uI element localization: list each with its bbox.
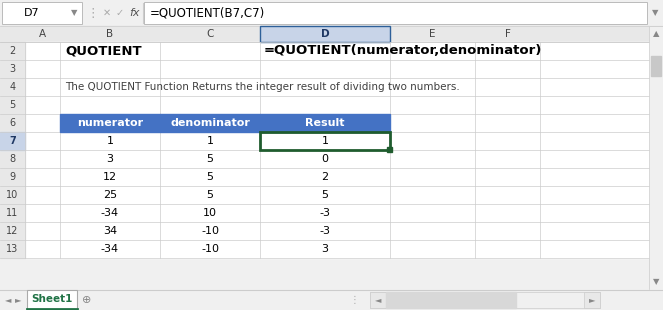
Bar (25, 42, 649, 258)
Text: 11: 11 (7, 208, 19, 218)
Text: 1: 1 (322, 136, 328, 146)
Bar (370, 292, 600, 308)
Text: 9: 9 (9, 172, 15, 182)
Bar (651, 56, 661, 76)
Text: ►: ► (589, 295, 595, 304)
Text: 0: 0 (322, 154, 328, 164)
Text: 12: 12 (103, 172, 117, 182)
Text: -34: -34 (101, 208, 119, 218)
Bar (27, 290, 77, 309)
Bar (649, 26, 663, 290)
Text: Sheet1: Sheet1 (31, 294, 73, 304)
Bar (0, 290, 663, 310)
Text: D: D (321, 29, 330, 39)
Text: 3: 3 (9, 64, 15, 74)
Text: 6: 6 (9, 118, 15, 128)
Bar (386, 292, 516, 308)
Text: C: C (206, 29, 213, 39)
Text: -10: -10 (201, 226, 219, 236)
Text: ✓: ✓ (116, 8, 124, 18)
Text: 13: 13 (7, 244, 19, 254)
Text: ►: ► (15, 295, 21, 304)
Bar (387, 147, 392, 152)
Text: 34: 34 (103, 226, 117, 236)
Bar (2, 2, 82, 24)
Text: F: F (505, 29, 511, 39)
Text: 5: 5 (206, 190, 213, 200)
Text: ⋮: ⋮ (87, 7, 99, 20)
Bar (584, 292, 600, 308)
Bar (0, 26, 663, 290)
Text: 1: 1 (107, 136, 113, 146)
Text: 5: 5 (9, 100, 16, 110)
Text: numerator: numerator (77, 118, 143, 128)
Text: Result: Result (305, 118, 345, 128)
Text: ▼: ▼ (653, 277, 659, 286)
Text: E: E (429, 29, 436, 39)
Bar (0, 132, 25, 150)
Bar (60, 114, 160, 132)
Bar (260, 114, 390, 132)
Bar (260, 132, 390, 150)
Text: ✕: ✕ (103, 8, 111, 18)
Text: -3: -3 (320, 226, 330, 236)
Text: =QUOTIENT(numerator,denominator): =QUOTIENT(numerator,denominator) (264, 45, 542, 57)
Text: 5: 5 (206, 154, 213, 164)
Text: 3: 3 (322, 244, 328, 254)
Text: D7: D7 (24, 8, 40, 18)
Bar (370, 292, 386, 308)
Text: 7: 7 (9, 136, 16, 146)
Text: 3: 3 (107, 154, 113, 164)
Text: 4: 4 (9, 82, 15, 92)
Text: -34: -34 (101, 244, 119, 254)
Bar (260, 26, 390, 42)
Text: ▲: ▲ (653, 29, 659, 38)
Text: ◄: ◄ (375, 295, 381, 304)
Text: -10: -10 (201, 244, 219, 254)
Text: B: B (107, 29, 113, 39)
Text: 2: 2 (322, 172, 329, 182)
Text: 10: 10 (7, 190, 19, 200)
Text: 2: 2 (9, 46, 16, 56)
Text: 10: 10 (203, 208, 217, 218)
Text: 12: 12 (7, 226, 19, 236)
Bar (0, 26, 649, 42)
Text: ▼: ▼ (652, 8, 658, 17)
Text: QUOTIENT: QUOTIENT (65, 45, 142, 57)
Text: -3: -3 (320, 208, 330, 218)
Bar (144, 2, 647, 24)
Text: The QUOTIENT Function Returns the integer result of dividing two numbers.: The QUOTIENT Function Returns the intege… (65, 82, 459, 92)
Text: 8: 8 (9, 154, 15, 164)
Text: 1: 1 (206, 136, 213, 146)
Text: ▼: ▼ (71, 8, 78, 17)
Bar (0, 0, 663, 26)
Text: 5: 5 (322, 190, 328, 200)
Text: ⊕: ⊕ (82, 295, 91, 305)
Text: fx: fx (129, 8, 139, 18)
Text: =QUOTIENT(B7,C7): =QUOTIENT(B7,C7) (150, 7, 265, 20)
Bar (160, 114, 260, 132)
Text: ⋮: ⋮ (350, 295, 360, 305)
Text: denominator: denominator (170, 118, 250, 128)
Bar (0, 42, 25, 258)
Text: 5: 5 (206, 172, 213, 182)
Text: A: A (39, 29, 46, 39)
Text: 25: 25 (103, 190, 117, 200)
Text: ◄: ◄ (5, 295, 11, 304)
